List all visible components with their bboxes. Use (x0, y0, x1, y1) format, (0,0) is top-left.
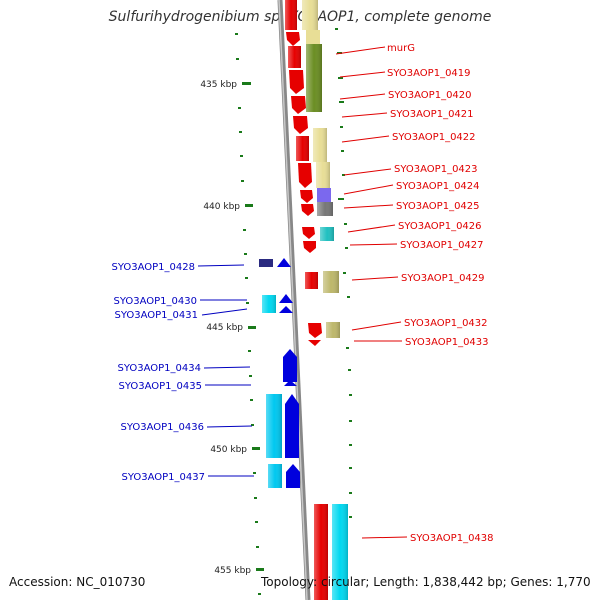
reverse-shading (262, 295, 282, 488)
gene-label[interactable]: SYO3AOP1_0430 (113, 296, 197, 307)
minor-ticks (235, 28, 352, 595)
gene-label[interactable]: SYO3AOP1_0437 (121, 472, 205, 483)
scale-label: 455 kbp (214, 566, 251, 576)
gene-label[interactable]: SYO3AOP1_0424 (396, 181, 480, 192)
cds-feature[interactable] (308, 323, 322, 338)
gene-label[interactable]: SYO3AOP1_0429 (401, 273, 485, 284)
gene-labels-right: murG SYO3AOP1_0419 SYO3AOP1_0420 SYO3AOP… (387, 43, 494, 544)
scale-label: 445 kbp (206, 323, 243, 333)
label-leaders-left (197, 264, 254, 477)
cds-feature[interactable] (277, 258, 291, 267)
scale-label: 435 kbp (200, 80, 237, 90)
label-leaders-right (335, 46, 408, 539)
backbone-highlight (278, 0, 308, 600)
gene-feature[interactable] (306, 30, 320, 44)
scale-label: 450 kbp (210, 445, 247, 455)
gene-label[interactable]: SYO3AOP1_0428 (111, 262, 195, 273)
scale-tick-major (256, 568, 264, 571)
cds-feature[interactable] (293, 116, 308, 134)
gene-label[interactable]: SYO3AOP1_0421 (390, 109, 474, 120)
topology-text: Topology: circular; Length: 1,838,442 bp… (261, 575, 591, 589)
scale-label: 440 kbp (203, 202, 240, 212)
gene-label[interactable]: SYO3AOP1_0422 (392, 132, 476, 143)
cds-feature[interactable] (298, 163, 312, 188)
cds-feature[interactable] (286, 32, 300, 46)
genome-backbone (277, 0, 311, 600)
cds-feature[interactable] (289, 70, 304, 94)
gene-feature[interactable] (317, 188, 331, 202)
cds-feature[interactable] (285, 394, 299, 458)
scale-tick-major (245, 204, 253, 207)
cds-feature[interactable] (300, 190, 313, 203)
gene-label[interactable]: SYO3AOP1_0423 (394, 164, 478, 175)
cds-shading (285, 0, 328, 600)
cds-feature[interactable] (291, 96, 306, 114)
gene-label[interactable]: SYO3AOP1_0434 (117, 363, 201, 374)
cds-feature[interactable] (279, 294, 293, 303)
cds-feature[interactable] (283, 349, 297, 382)
gene-feature[interactable] (259, 259, 273, 267)
cds-feature[interactable] (308, 340, 321, 346)
accession-text: Accession: NC_010730 (9, 575, 146, 589)
gene-label[interactable]: SYO3AOP1_0436 (120, 422, 204, 433)
cds-feature[interactable] (279, 306, 293, 313)
cds-feature[interactable] (301, 204, 314, 216)
cds-feature[interactable] (284, 380, 297, 386)
gene-label[interactable]: SYO3AOP1_0420 (388, 90, 472, 101)
gene-label[interactable]: SYO3AOP1_0427 (400, 240, 484, 251)
gene-label[interactable]: murG (387, 43, 415, 54)
map-title: Sulfurihydrogenibium sp. YO3AOP1, comple… (108, 9, 492, 25)
scale-tick-major (242, 82, 251, 85)
cds-feature[interactable] (286, 464, 300, 488)
gene-labels-left: SYO3AOP1_0428 SYO3AOP1_0430 SYO3AOP1_043… (111, 262, 205, 483)
gene-label[interactable]: SYO3AOP1_0431 (114, 310, 198, 321)
scale-bar (242, 82, 264, 571)
cds-feature[interactable] (303, 241, 316, 253)
scale-tick-major (252, 447, 260, 450)
gene-label[interactable]: SYO3AOP1_0419 (387, 68, 471, 79)
gene-label[interactable]: SYO3AOP1_0432 (404, 318, 488, 329)
cds-feature[interactable] (302, 227, 315, 239)
gene-label[interactable]: SYO3AOP1_0435 (118, 381, 202, 392)
gene-label[interactable]: SYO3AOP1_0433 (405, 337, 489, 348)
scale-labels: 435 kbp 440 kbp 445 kbp 450 kbp 455 kbp (200, 80, 251, 576)
gene-label[interactable]: SYO3AOP1_0425 (396, 201, 480, 212)
scale-tick-major (248, 326, 256, 329)
gene-label[interactable]: SYO3AOP1_0426 (398, 221, 482, 232)
gene-label[interactable]: SYO3AOP1_0438 (410, 533, 494, 544)
gene-shading (302, 0, 348, 600)
